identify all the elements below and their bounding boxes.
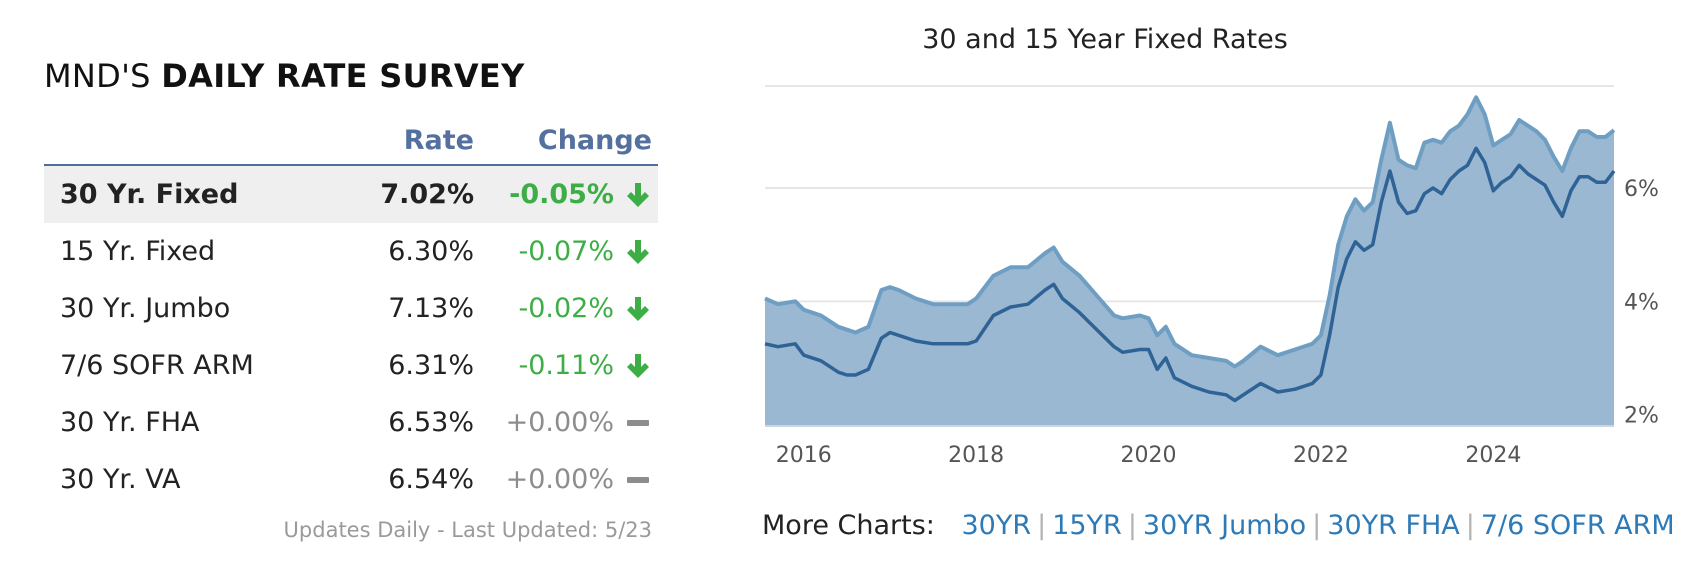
y-tick-label: 4%: [1624, 290, 1659, 315]
column-header-rate: Rate: [403, 125, 474, 156]
table-row[interactable]: 30 Yr. Jumbo 7.13% -0.02%: [44, 280, 658, 337]
down-arrow-icon: [627, 240, 649, 264]
more-chart-link[interactable]: 30YR: [961, 510, 1032, 541]
down-arrow-icon: [627, 183, 649, 207]
product-name: 15 Yr. Fixed: [60, 236, 216, 267]
y-tick-label: 6%: [1624, 177, 1659, 202]
more-chart-link[interactable]: 15YR: [1052, 510, 1122, 541]
table-body: 30 Yr. Fixed 7.02% -0.05% 15 Yr. Fixed 6.30%…: [44, 166, 658, 508]
link-separator: |: [1465, 510, 1475, 541]
table-row[interactable]: 30 Yr. Fixed 7.02% -0.05%: [44, 166, 658, 223]
product-name: 30 Yr. Fixed: [60, 179, 239, 210]
product-name: 7/6 SOFR ARM: [60, 350, 254, 381]
series-line-15yr: [764, 146, 1616, 403]
survey-title: MND'S DAILY RATE SURVEY: [44, 52, 658, 100]
table-row[interactable]: 30 Yr. VA 6.54% +0.00%: [44, 451, 658, 508]
more-chart-link[interactable]: 30YR Jumbo: [1142, 510, 1307, 541]
x-tick-label: 2018: [948, 443, 1004, 468]
down-arrow-icon: [627, 354, 649, 378]
rate-survey-table: MND'S DAILY RATE SURVEY Rate Change 30 Y…: [44, 52, 658, 542]
more-chart-link[interactable]: 30YR FHA: [1327, 510, 1460, 541]
table-header: Rate Change: [44, 114, 658, 166]
link-separator: |: [1312, 510, 1322, 541]
chart-title: 30 and 15 Year Fixed Rates: [922, 24, 1288, 55]
table-row[interactable]: 30 Yr. FHA 6.53% +0.00%: [44, 394, 658, 451]
area-fill: [765, 97, 1614, 427]
rate-value: 6.54%: [388, 464, 474, 495]
x-tick-label: 2022: [1293, 443, 1349, 468]
more-charts-bar: More Charts: 30YR | 15YR | 30YR Jumbo | 30YR F…: [762, 510, 1675, 541]
change-value: -0.07%: [518, 236, 614, 267]
series-line-30yr: [764, 95, 1616, 369]
product-name: 30 Yr. FHA: [60, 407, 200, 438]
change-value: -0.11%: [518, 350, 614, 381]
rate-value: 6.31%: [388, 350, 474, 381]
link-separator: |: [1127, 510, 1137, 541]
x-tick-label: 2016: [776, 443, 832, 468]
table-row[interactable]: 7/6 SOFR ARM 6.31% -0.11%: [44, 337, 658, 394]
rate-value: 6.53%: [388, 407, 474, 438]
table-row[interactable]: 15 Yr. Fixed 6.30% -0.07%: [44, 223, 658, 280]
x-tick-label: 2024: [1465, 443, 1521, 468]
link-separator: |: [1037, 510, 1047, 541]
flat-dash-icon: [627, 477, 649, 483]
flat-dash-icon: [627, 420, 649, 426]
more-chart-link[interactable]: 7/6 SOFR ARM: [1480, 510, 1675, 541]
x-tick-label: 2020: [1121, 443, 1177, 468]
column-header-change: Change: [537, 125, 652, 156]
down-arrow-icon: [627, 297, 649, 321]
more-charts-links: 30YR | 15YR | 30YR Jumbo | 30YR FHA | 7/6 SOFR A…: [961, 510, 1674, 541]
change-value: +0.00%: [505, 407, 614, 438]
change-value: -0.05%: [509, 179, 614, 210]
last-updated-note: Updates Daily - Last Updated: 5/23: [283, 518, 652, 542]
rate-value: 7.02%: [380, 179, 474, 210]
y-tick-label: 2%: [1624, 404, 1659, 429]
more-charts-label: More Charts:: [762, 510, 935, 541]
product-name: 30 Yr. Jumbo: [60, 293, 231, 324]
survey-title-prefix: MND'S: [44, 57, 162, 95]
change-value: +0.00%: [505, 464, 614, 495]
product-name: 30 Yr. VA: [60, 464, 181, 495]
rate-value: 6.30%: [388, 236, 474, 267]
rate-value: 7.13%: [388, 293, 474, 324]
change-value: -0.02%: [518, 293, 614, 324]
survey-title-bold: DAILY RATE SURVEY: [161, 57, 525, 95]
